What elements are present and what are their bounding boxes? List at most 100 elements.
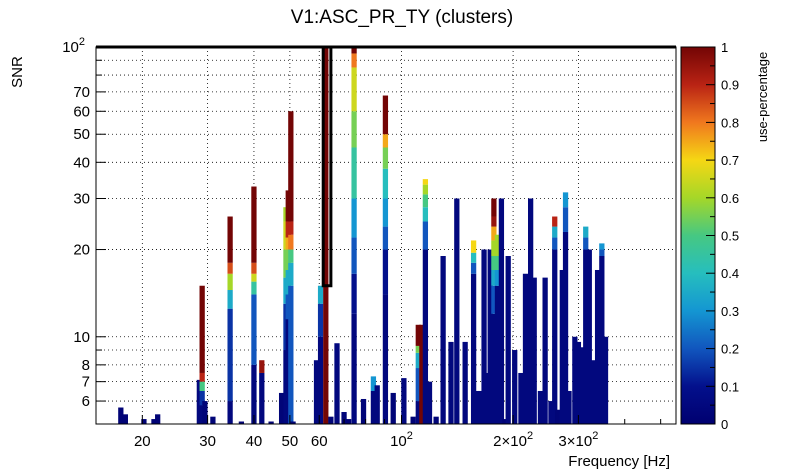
bin-segment: [502, 419, 508, 424]
frequency-bin: [578, 347, 585, 424]
x-tick-label: 60: [311, 433, 328, 450]
bin-segment: [390, 392, 396, 424]
bin-segment: [422, 179, 429, 185]
y-tick-label: 50: [73, 126, 90, 143]
bin-segment: [470, 273, 477, 424]
frequency-bin: [251, 186, 257, 424]
bin-segment: [422, 249, 429, 424]
bin-segment: [487, 249, 493, 424]
bin-segment: [288, 262, 294, 286]
bin-segment: [415, 324, 421, 346]
bin-segment: [210, 416, 216, 424]
colorbar-ticks: 0 0.1 0.2 0.3 0.4 0.5 0.6 0.7 0.8 0.9 1: [706, 40, 739, 432]
bin-segment: [583, 237, 589, 250]
bin-segment: [401, 378, 407, 424]
frequency-bin: [290, 421, 296, 424]
bin-segment: [290, 421, 296, 424]
frequency-bin: [345, 419, 352, 424]
bin-segment: [512, 350, 518, 424]
bin-segment: [422, 184, 429, 195]
frequency-bin: [401, 378, 407, 424]
frequency-bin: [583, 226, 589, 424]
bin-segment: [491, 313, 497, 424]
bin-segment: [199, 405, 205, 424]
frequency-bin: [141, 419, 147, 424]
bin-segment: [562, 207, 569, 232]
x-tick-label: 102: [390, 430, 413, 450]
frequency-bin: [481, 249, 487, 424]
bin-segment: [155, 414, 161, 424]
y-tick-label: 7: [82, 374, 90, 391]
bin-segment: [415, 345, 421, 353]
bin-segment: [118, 407, 124, 424]
bin-segment: [410, 416, 416, 424]
bin-segment: [599, 243, 605, 250]
y-axis-ticks: 6 78 10 20 30 40 50 60 70 102: [62, 36, 106, 410]
frequency-bin: [426, 381, 433, 424]
frequency-bin: [448, 341, 454, 424]
frequency-bin: [602, 336, 609, 424]
bin-segment: [422, 207, 429, 222]
frequency-bin: [462, 341, 468, 424]
frequency-bin: [382, 95, 389, 424]
bin-segment: [199, 390, 205, 406]
bin-segment: [288, 221, 294, 235]
y-axis-label: SNR: [9, 56, 26, 88]
bin-segment: [251, 364, 257, 424]
frequency-bin: [591, 360, 597, 424]
bin-segment: [345, 419, 352, 424]
bin-segment: [552, 237, 558, 250]
bin-segment: [196, 379, 202, 424]
colorbar-tick-label: 1: [721, 40, 728, 55]
bin-segment: [555, 409, 561, 424]
frequency-bin: [454, 198, 460, 424]
bin-segment: [238, 421, 245, 424]
frequency-bin: [199, 285, 205, 424]
bin-segment: [552, 249, 558, 424]
bin-segment: [382, 294, 389, 424]
bin-segment: [199, 381, 205, 391]
frequency-bin: [498, 198, 505, 424]
colorbar-tick-label: 0: [721, 417, 728, 432]
frequency-bin: [575, 341, 582, 424]
frequency-bin: [415, 324, 421, 424]
bin-segment: [351, 273, 357, 314]
frequency-bin: [334, 343, 340, 424]
x-tick-label: 40: [246, 433, 263, 450]
frequency-bin: [317, 285, 324, 424]
bin-segment: [491, 226, 497, 241]
bin-segment: [382, 226, 389, 250]
frequency-bin: [542, 277, 548, 424]
bin-segment: [122, 414, 128, 424]
colorbar-tick-label: 0.9: [721, 78, 739, 93]
bin-segment: [360, 398, 367, 424]
bin-segment: [491, 285, 497, 314]
bin-segment: [251, 186, 257, 263]
frequency-bin: [122, 414, 128, 424]
frequency-bin: [210, 416, 216, 424]
bin-segment: [328, 416, 334, 424]
bin-segment: [566, 390, 572, 424]
bin-segment: [227, 262, 233, 274]
x-axis-label: Frequency [Hz]: [568, 453, 670, 470]
frequency-bin: [259, 360, 265, 424]
frequency-bin: [555, 409, 561, 424]
bin-segment: [498, 198, 505, 424]
bin-segment: [559, 269, 565, 424]
bin-segment: [351, 198, 357, 238]
y-tick-label: 40: [73, 154, 90, 171]
y-tick-label: 8: [82, 357, 90, 374]
frequency-bin: [552, 216, 558, 424]
frequency-bin: [512, 350, 518, 424]
bin-segment: [494, 234, 501, 256]
bin-segment: [317, 303, 324, 337]
bin-segment: [374, 385, 380, 424]
frequency-bin: [528, 198, 534, 424]
y-tick-label: 60: [73, 103, 90, 120]
frequency-bin: [202, 401, 208, 424]
frequency-bin: [505, 256, 511, 424]
colorbar-tick-label: 0.1: [721, 379, 739, 394]
bin-segment: [599, 249, 605, 256]
frequency-bin: [537, 390, 544, 424]
